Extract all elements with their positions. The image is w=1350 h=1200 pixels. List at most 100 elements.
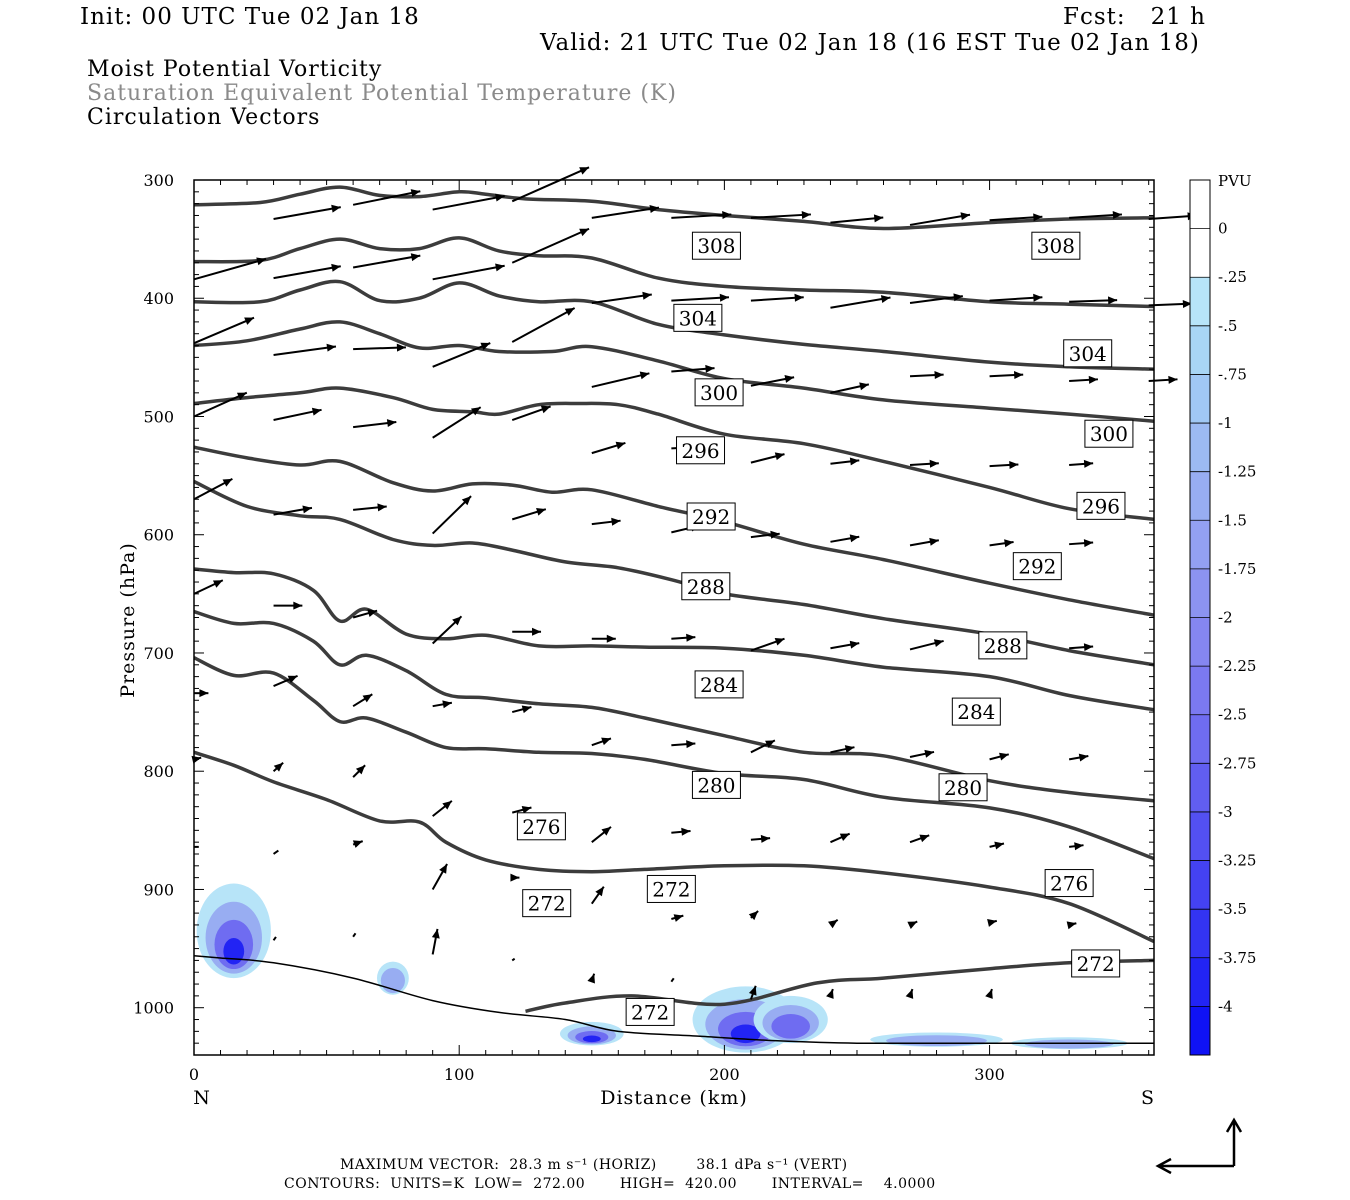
- pv-blob-2-level-3: [582, 1035, 601, 1043]
- theta-contour-276-8: [193, 609, 1155, 803]
- svg-text:284: 284: [700, 673, 738, 697]
- circulation-vector: [830, 295, 891, 309]
- circulation-vector: [1069, 643, 1094, 652]
- theta-contour-308-0: [193, 185, 1155, 231]
- theta-contour-280-7: [193, 567, 1155, 712]
- colorbar-label: -3.5: [1218, 900, 1247, 918]
- circulation-vector: [1069, 842, 1084, 851]
- contour-label-280: 280: [938, 773, 988, 802]
- circulation-vector: [909, 371, 944, 380]
- field-title-vectors: Circulation Vectors: [87, 105, 321, 130]
- circulation-vector: [591, 517, 621, 526]
- contour-label-308: 308: [691, 231, 741, 260]
- circulation-vector: [671, 827, 691, 836]
- circulation-vector: [431, 615, 463, 645]
- colorbar-label: -2.75: [1218, 754, 1256, 772]
- y-tick-label: 300: [143, 171, 174, 190]
- theta-contour-272-9: [193, 656, 1155, 861]
- contour-label-272: 272: [1071, 949, 1121, 978]
- field-title-theta: Saturation Equivalent Potential Temperat…: [87, 81, 677, 106]
- circulation-vector: [750, 210, 811, 219]
- contour-label-280: 280: [691, 770, 741, 799]
- circulation-vector: [193, 477, 233, 501]
- colorbar-swatch: [1190, 374, 1210, 424]
- svg-text:300: 300: [1090, 422, 1128, 446]
- circulation-vector: [1069, 211, 1123, 220]
- colorbar-swatch: [1190, 1006, 1210, 1056]
- x-tick-label: 300: [974, 1065, 1005, 1084]
- contour-label-296: 296: [676, 436, 726, 465]
- theta-contour-304-1: [193, 236, 1155, 309]
- circulation-vector: [989, 371, 1024, 380]
- vector-layer: [191, 166, 1197, 1000]
- circulation-vector: [671, 364, 715, 373]
- contour-label-292: 292: [1012, 552, 1062, 581]
- x-tick-label: 200: [709, 1065, 740, 1084]
- circulation-vector: [194, 689, 209, 698]
- circulation-vector: [193, 257, 267, 281]
- circulation-vector: [830, 382, 870, 394]
- theta-contour-288-5: [193, 445, 1155, 617]
- svg-text:304: 304: [1069, 342, 1107, 366]
- circulation-vector: [671, 210, 732, 219]
- colorbar-swatch: [1190, 811, 1210, 862]
- circulation-vector: [591, 205, 660, 219]
- circulation-vector: [1148, 212, 1197, 221]
- circulation-vector: [193, 316, 255, 345]
- circulation-vector: [511, 805, 532, 814]
- svg-text:276: 276: [522, 815, 560, 839]
- y-tick-label: 1000: [133, 999, 174, 1018]
- circulation-vector: [193, 579, 224, 595]
- theta-contour-272-10: [193, 750, 1155, 944]
- y-tick-label: 400: [143, 289, 174, 308]
- circulation-vector: [432, 263, 505, 281]
- theta-contour-272-11: [525, 958, 1155, 1014]
- circulation-vector: [352, 189, 421, 206]
- colorbar-swatch: [1190, 277, 1210, 327]
- circulation-vector: [591, 634, 616, 643]
- circulation-vector: [989, 752, 1010, 761]
- colorbar-title: PVU: [1218, 172, 1252, 190]
- svg-text:288: 288: [984, 634, 1022, 658]
- circulation-vector: [750, 293, 804, 302]
- circulation-vector: [750, 637, 785, 652]
- colorbar-swatch: [1190, 763, 1210, 813]
- colorbar-swatch: [1190, 471, 1210, 521]
- colorbar-label: -2.5: [1218, 706, 1247, 724]
- circulation-vector: [352, 932, 357, 938]
- colorbar-swatch: [1190, 714, 1210, 764]
- circulation-vector: [511, 166, 590, 203]
- circulation-vector: [1069, 296, 1118, 305]
- circulation-vector: [353, 503, 387, 512]
- circulation-vector: [985, 988, 993, 999]
- svg-text:300: 300: [700, 381, 738, 405]
- init-label: Init: 00 UTC Tue 02 Jan 18: [80, 4, 420, 30]
- circulation-vector: [273, 263, 341, 280]
- circulation-vector: [591, 291, 652, 304]
- colorbar-swatch: [1190, 568, 1210, 618]
- svg-text:308: 308: [697, 234, 735, 258]
- circulation-vector: [272, 849, 279, 855]
- y-tick-label: 900: [143, 880, 174, 899]
- circulation-vector: [511, 405, 551, 421]
- colorbar-label: -3.25: [1218, 852, 1256, 870]
- colorbar-swatch: [1190, 666, 1210, 716]
- circulation-vector: [830, 640, 860, 650]
- circulation-vector: [750, 452, 785, 464]
- colorbar-label: -1: [1218, 414, 1233, 432]
- circulation-vector: [1068, 753, 1089, 762]
- contour-label-276: 276: [1044, 869, 1094, 898]
- colorbar-swatch: [1190, 520, 1210, 570]
- circulation-vector: [273, 674, 298, 688]
- circulation-vector: [587, 973, 596, 984]
- circulation-vector: [750, 834, 771, 843]
- circulation-vector: [909, 834, 930, 844]
- terrain-layer: [193, 954, 1154, 1045]
- circulation-vector: [671, 740, 696, 749]
- circulation-vector: [431, 495, 472, 535]
- circulation-vector: [989, 539, 1014, 548]
- colorbar-label: -1.5: [1218, 511, 1247, 529]
- svg-text:272: 272: [528, 892, 566, 916]
- colorbar-label: 0: [1218, 220, 1228, 238]
- circulation-vector: [1069, 459, 1094, 468]
